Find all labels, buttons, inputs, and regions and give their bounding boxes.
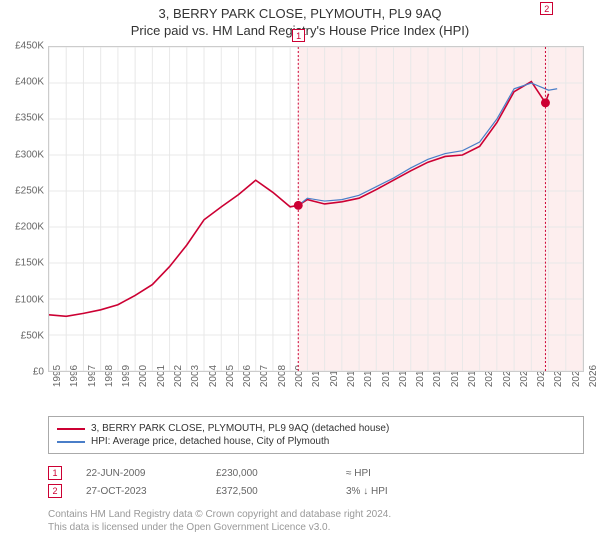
x-axis-label: 2026 — [588, 365, 599, 387]
chart-area: £0£50K£100K£150K£200K£250K£300K£350K£400… — [48, 46, 584, 372]
y-axis-label: £400K — [15, 77, 44, 88]
transaction-row: 2 27-OCT-2023 £372,500 3% ↓ HPI — [48, 484, 584, 498]
chart-title-main: 3, BERRY PARK CLOSE, PLYMOUTH, PL9 9AQ — [0, 6, 600, 21]
transaction-date: 27-OCT-2023 — [86, 486, 216, 497]
legend-swatch — [57, 441, 85, 443]
y-axis-label: £100K — [15, 294, 44, 305]
y-axis-label: £300K — [15, 149, 44, 160]
transaction-table: 1 22-JUN-2009 £230,000 ≈ HPI 2 27-OCT-20… — [48, 462, 584, 502]
transaction-marker: 1 — [48, 466, 62, 480]
transaction-date: 22-JUN-2009 — [86, 468, 216, 479]
transaction-price: £372,500 — [216, 486, 346, 497]
chart-plot — [48, 46, 584, 372]
transaction-delta: 3% ↓ HPI — [346, 486, 476, 497]
transaction-delta: ≈ HPI — [346, 468, 476, 479]
legend-item: 3, BERRY PARK CLOSE, PLYMOUTH, PL9 9AQ (… — [57, 423, 575, 434]
y-axis-label: £50K — [21, 330, 44, 341]
chart-marker-label: 2 — [540, 2, 553, 15]
chart-marker-label: 1 — [292, 29, 305, 42]
y-axis-label: £250K — [15, 185, 44, 196]
transaction-marker: 2 — [48, 484, 62, 498]
legend-swatch — [57, 428, 85, 430]
y-axis-label: £200K — [15, 222, 44, 233]
legend-label: 3, BERRY PARK CLOSE, PLYMOUTH, PL9 9AQ (… — [91, 423, 389, 434]
transaction-row: 1 22-JUN-2009 £230,000 ≈ HPI — [48, 466, 584, 480]
footer-line: Contains HM Land Registry data © Crown c… — [48, 508, 584, 521]
y-axis-label: £150K — [15, 258, 44, 269]
legend-label: HPI: Average price, detached house, City… — [91, 436, 329, 447]
y-axis-label: £0 — [33, 367, 44, 378]
legend: 3, BERRY PARK CLOSE, PLYMOUTH, PL9 9AQ (… — [48, 416, 584, 454]
legend-item: HPI: Average price, detached house, City… — [57, 436, 575, 447]
transaction-price: £230,000 — [216, 468, 346, 479]
footer-attribution: Contains HM Land Registry data © Crown c… — [48, 508, 584, 534]
footer-line: This data is licensed under the Open Gov… — [48, 521, 584, 534]
y-axis-label: £350K — [15, 113, 44, 124]
y-axis-label: £450K — [15, 41, 44, 52]
